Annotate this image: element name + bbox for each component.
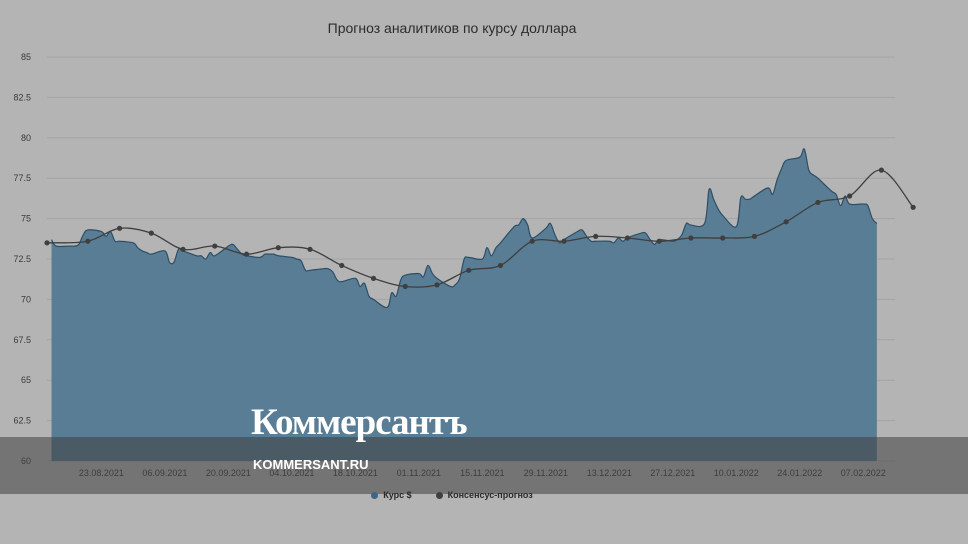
consensus-point	[44, 240, 50, 246]
usd-rate-line	[51, 148, 878, 309]
legend-item-usd-rate[interactable]: Курс $	[371, 490, 412, 500]
consensus-point	[720, 235, 726, 241]
consensus-point	[275, 245, 281, 251]
y-tick-label: 67.5	[13, 335, 31, 345]
consensus-point	[212, 243, 218, 249]
consensus-point	[529, 238, 535, 244]
y-tick-label: 82.5	[13, 92, 31, 102]
y-tick-label: 85	[21, 52, 31, 62]
consensus-point	[85, 238, 91, 244]
consensus-point	[878, 167, 884, 173]
consensus-point	[339, 262, 345, 269]
usd-rate-area	[51, 148, 877, 461]
legend-label-usd-rate: Курс $	[383, 490, 412, 500]
consensus-point	[466, 267, 472, 273]
consensus-point	[370, 275, 377, 281]
y-tick-label: 80	[21, 133, 31, 143]
consensus-point	[910, 204, 916, 210]
consensus-point	[434, 282, 440, 288]
y-tick-label: 77.5	[13, 173, 31, 183]
y-tick-label: 75	[21, 214, 31, 224]
legend-marker-usd-rate	[371, 491, 379, 499]
consensus-point	[402, 283, 408, 290]
consensus-point	[593, 233, 599, 239]
kommersant-logo: Коммерсантъ	[251, 402, 468, 443]
consensus-point	[783, 219, 789, 225]
legend-label-consensus: Консенсус-прогноз	[447, 490, 533, 500]
consensus-point	[688, 235, 694, 241]
y-tick-label: 62.5	[13, 416, 31, 426]
consensus-point	[561, 238, 567, 244]
kommersant-site-link[interactable]: KOMMERSANT.RU	[253, 457, 369, 472]
watermark-band	[0, 437, 968, 494]
legend-item-consensus[interactable]: Консенсус-прогноз	[435, 490, 533, 500]
consensus-point	[243, 251, 250, 257]
consensus-point	[656, 238, 662, 244]
chart-legend: Курс $ Консенсус-прогноз	[0, 490, 904, 500]
legend-marker-consensus	[435, 491, 443, 499]
consensus-forecast-series	[44, 167, 916, 290]
consensus-point	[307, 246, 313, 252]
consensus-point	[847, 193, 853, 199]
y-tick-label: 72.5	[13, 254, 31, 264]
consensus-point	[116, 225, 123, 231]
consensus-point	[148, 230, 154, 236]
consensus-line	[46, 169, 914, 288]
consensus-point	[180, 246, 186, 252]
consensus-point	[497, 262, 504, 269]
y-tick-label: 70	[21, 294, 31, 304]
consensus-point	[624, 235, 631, 241]
usd-rate-series	[51, 148, 878, 461]
consensus-point	[815, 199, 821, 206]
y-tick-label: 65	[21, 375, 31, 385]
chart-title: Прогноз аналитиков по курсу доллара	[327, 20, 577, 36]
consensus-point	[751, 233, 758, 239]
